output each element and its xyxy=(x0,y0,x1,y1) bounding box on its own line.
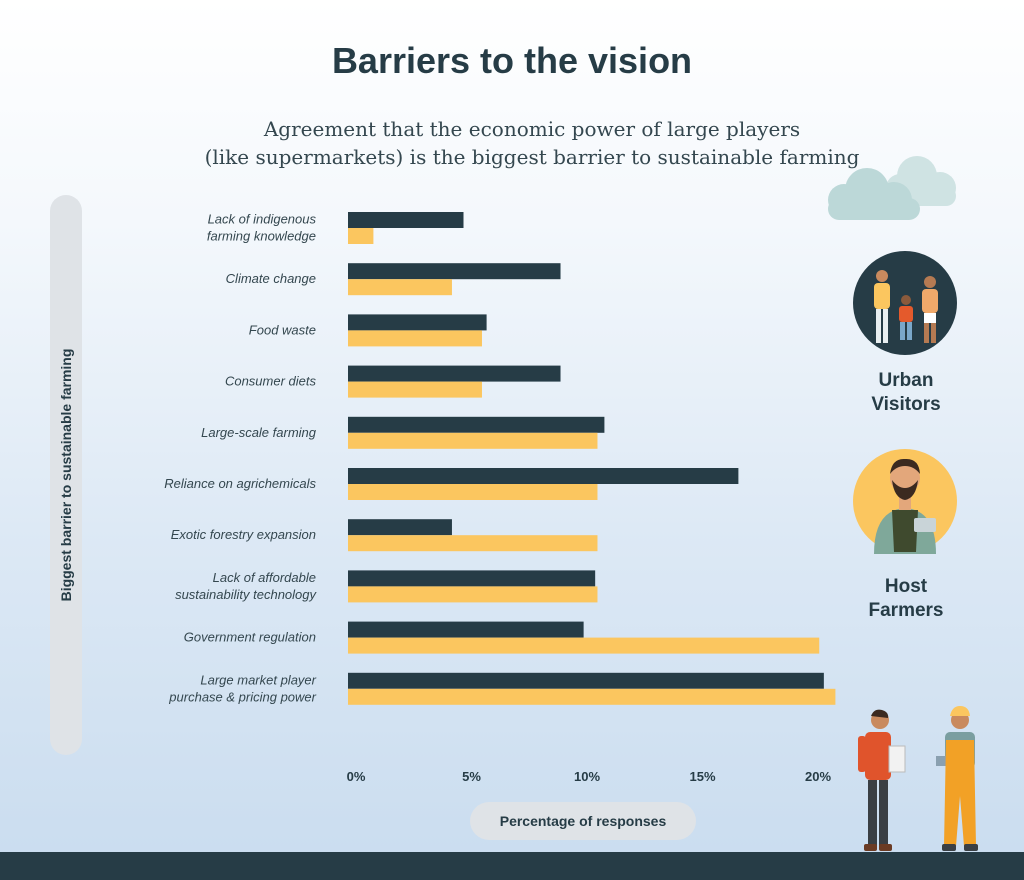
category-label-3-0: Consumer diets xyxy=(225,374,317,389)
subtitle-line-1: Agreement that the economic power of lar… xyxy=(263,117,801,141)
bar-host-3 xyxy=(348,381,482,398)
bar-urban-2 xyxy=(348,314,487,331)
bar-host-8 xyxy=(348,637,820,654)
x-tick-label-4: 20% xyxy=(805,769,831,784)
page-title: Barriers to the vision xyxy=(331,40,693,81)
legend-host-line-1: Host xyxy=(884,576,928,597)
clouds-icon xyxy=(828,156,956,220)
bar-host-1 xyxy=(348,279,452,296)
bar-host-6 xyxy=(348,535,598,552)
bar-host-5 xyxy=(348,484,598,500)
bar-urban-0 xyxy=(348,212,464,228)
category-label-4-0: Large-scale farming xyxy=(201,425,317,440)
y-axis-label-pill xyxy=(50,195,82,755)
x-axis-label: Percentage of responses xyxy=(470,802,696,840)
category-label-7-0: Lack of affordable xyxy=(213,570,316,585)
x-tick-label-3: 15% xyxy=(689,769,715,784)
category-label-2-0: Food waste xyxy=(249,322,316,337)
category-label-7-1: sustainability technology xyxy=(175,587,317,602)
bar-urban-9 xyxy=(348,672,824,689)
urban-visitors-icon xyxy=(853,251,957,355)
category-label-8-0: Government regulation xyxy=(184,630,316,645)
bar-host-0 xyxy=(348,228,374,244)
chart-subtitle: Agreement that the economic power of lar… xyxy=(0,115,1024,171)
x-tick-label-2: 10% xyxy=(574,769,600,784)
bar-host-7 xyxy=(348,586,598,603)
footer-bar xyxy=(0,852,1024,880)
bar-urban-7 xyxy=(348,570,596,587)
host-farmers-icon xyxy=(853,449,957,554)
bar-urban-3 xyxy=(348,365,561,382)
x-tick-label-0: 0% xyxy=(347,769,366,784)
bar-host-9 xyxy=(348,688,836,705)
legend-urban-visitors: Urban Visitors xyxy=(836,369,976,417)
bar-urban-6 xyxy=(348,519,452,536)
bar-host-2 xyxy=(348,330,482,347)
bar-urban-5 xyxy=(348,468,739,484)
bar-host-4 xyxy=(348,432,598,449)
legend-urban-line-2: Visitors xyxy=(871,394,941,415)
subtitle-line-2: (like supermarkets) is the biggest barri… xyxy=(204,145,860,169)
legend-host-line-2: Farmers xyxy=(868,600,944,621)
category-label-9-0: Large market player xyxy=(200,672,316,687)
category-label-1-0: Climate change xyxy=(226,271,316,286)
category-label-9-1: purchase & pricing power xyxy=(168,689,316,704)
category-label-6-0: Exotic forestry expansion xyxy=(171,527,316,542)
legend-host-farmers: Host Farmers xyxy=(836,575,976,623)
bar-urban-4 xyxy=(348,416,605,433)
category-label-0-0: Lack of indigenous xyxy=(208,212,317,227)
category-label-5-0: Reliance on agrichemicals xyxy=(164,476,316,491)
bar-urban-1 xyxy=(348,263,561,280)
workers-illustration xyxy=(858,706,978,851)
legend-urban-line-1: Urban xyxy=(878,370,934,391)
x-tick-label-1: 5% xyxy=(462,769,481,784)
category-label-0-1: farming knowledge xyxy=(207,229,316,244)
bar-urban-8 xyxy=(348,621,584,638)
